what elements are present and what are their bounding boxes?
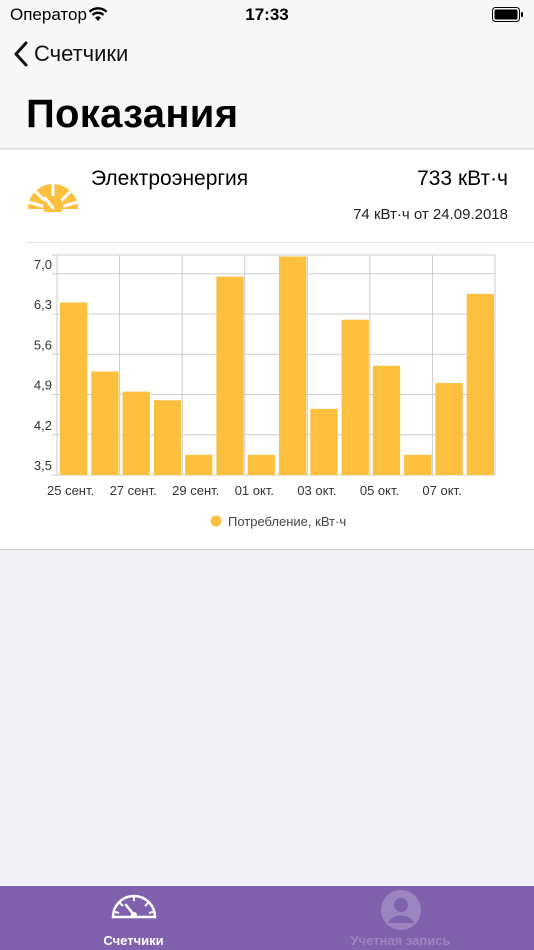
meter-gauge-icon bbox=[27, 183, 79, 212]
x-tick-label: 05 окт. bbox=[360, 483, 399, 498]
chart-bar bbox=[466, 293, 494, 475]
chart-bar bbox=[247, 454, 275, 475]
divider bbox=[26, 242, 534, 243]
y-tick-label: 3,5 bbox=[34, 458, 52, 473]
y-tick-label: 5,6 bbox=[34, 337, 52, 352]
legend-marker bbox=[210, 515, 222, 527]
account-icon bbox=[380, 890, 421, 930]
back-button[interactable]: Счетчики bbox=[14, 38, 128, 70]
x-tick-label: 01 окт. bbox=[235, 483, 274, 498]
consumption-chart: 3,5 4,2 4,9 5,6 6,3 7,0 25 сент. 27 сент. 29 сен… bbox=[34, 254, 496, 529]
chart-bar bbox=[310, 408, 338, 475]
status-bar: Оператор 17:33 bbox=[0, 0, 534, 30]
y-tick-label: 4,9 bbox=[34, 378, 52, 393]
x-tick-label: 07 окт. bbox=[422, 483, 461, 498]
meter-gauge-icon bbox=[111, 894, 156, 919]
chart-bar bbox=[279, 256, 307, 475]
meter-total: 733 кВт·ч bbox=[417, 167, 508, 190]
battery-icon bbox=[492, 7, 523, 22]
x-tick-label: 03 окт. bbox=[297, 483, 336, 498]
meter-card[interactable]: Электроэнергия 733 кВт·ч 74 кВт·ч от 24.… bbox=[0, 150, 534, 550]
x-tick-label: 29 сент. bbox=[172, 483, 219, 498]
y-tick-label: 7,0 bbox=[34, 257, 52, 272]
chart-bar bbox=[122, 391, 150, 475]
carrier-label: Оператор bbox=[10, 5, 87, 24]
status-time: 17:33 bbox=[245, 5, 289, 24]
y-tick-label: 4,2 bbox=[34, 418, 52, 433]
chart-bar bbox=[435, 383, 463, 475]
page-title: Показания bbox=[26, 92, 239, 136]
meter-last-reading: 74 кВт·ч от 24.09.2018 bbox=[353, 206, 508, 223]
chart-bar bbox=[185, 454, 213, 475]
legend-label: Потребление, кВт·ч bbox=[228, 514, 346, 529]
wifi-icon bbox=[88, 7, 108, 21]
chart-bar bbox=[91, 371, 119, 475]
x-tick-label: 27 сент. bbox=[110, 483, 157, 498]
tab-label: Счетчики bbox=[103, 933, 164, 948]
tab-account[interactable]: Учетная запись bbox=[267, 886, 534, 950]
navigation-bar: Счетчики Показания bbox=[0, 30, 534, 149]
chart-bar bbox=[216, 276, 244, 475]
y-tick-label: 6,3 bbox=[34, 297, 52, 312]
meter-name: Электроэнергия bbox=[91, 167, 249, 190]
back-label: Счетчики bbox=[34, 41, 129, 66]
tab-label: Учетная запись bbox=[350, 933, 451, 948]
chart-bar bbox=[341, 319, 369, 475]
chart-bar bbox=[372, 365, 401, 475]
chart-bar bbox=[404, 454, 432, 475]
chart-bar bbox=[60, 302, 88, 475]
x-tick-label: 25 сент. bbox=[47, 483, 94, 498]
chart-bar bbox=[153, 400, 182, 475]
chevron-left-icon bbox=[14, 41, 28, 67]
tab-bar: Счетчики Учетная запись bbox=[0, 886, 534, 950]
tab-meters[interactable]: Счетчики bbox=[0, 886, 267, 950]
